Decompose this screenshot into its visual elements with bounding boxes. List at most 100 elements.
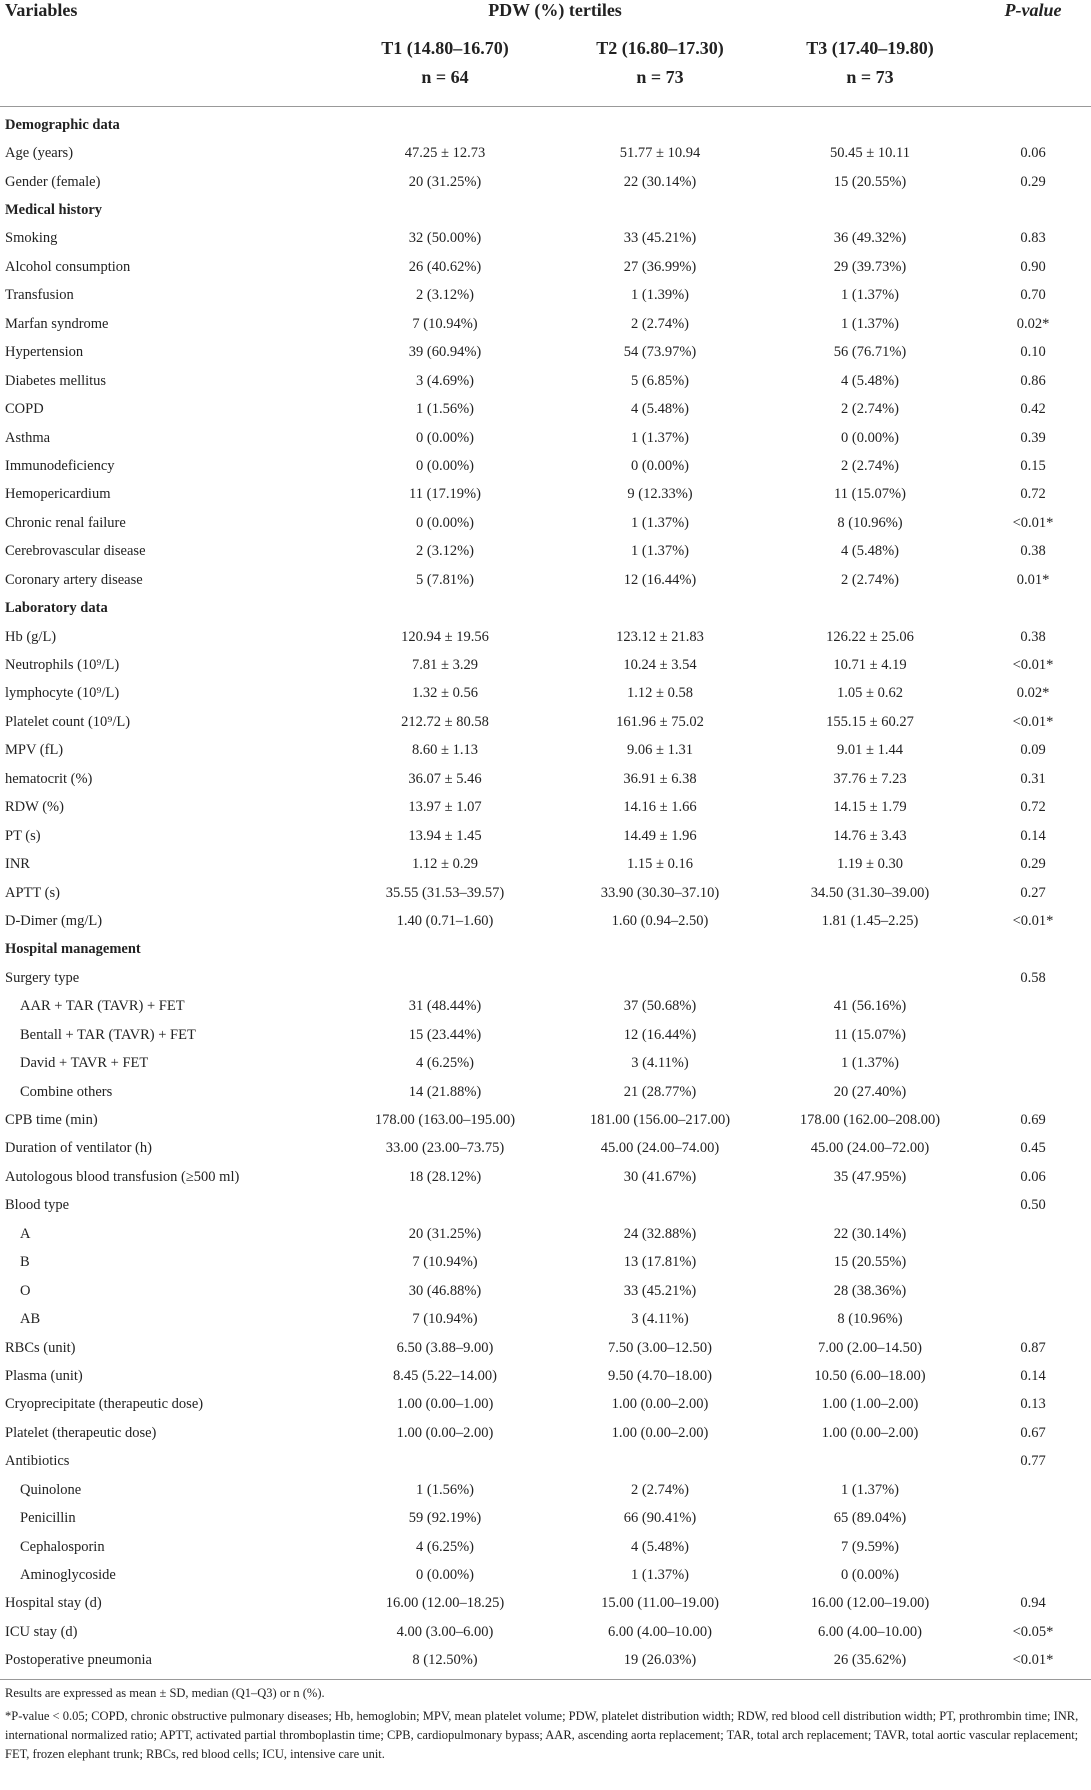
table-row: Antibiotics 0.77: [0, 1448, 1091, 1476]
cell: 8 (12.50%): [412, 1652, 478, 1669]
p-value: 0.14: [1020, 827, 1046, 844]
p-value: 0.14: [1020, 1367, 1046, 1384]
row-label: RBCs (unit): [5, 1339, 76, 1356]
row-label: Postoperative pneumonia: [5, 1652, 152, 1669]
table-row: Cerebrovascular disease 2 (3.12%) 1 (1.37%…: [0, 538, 1091, 566]
cell: 1.05 ± 0.62: [837, 685, 903, 702]
row-label: Coronary artery disease: [5, 571, 143, 588]
table-row: RDW (%) 13.97 ± 1.07 14.16 ± 1.66 14.15 ± 1…: [0, 794, 1091, 822]
cell: 7 (10.94%): [412, 315, 478, 332]
cell: 29 (39.73%): [833, 258, 907, 275]
row-label: David + TAVR + FET: [20, 1055, 149, 1072]
table-row: Penicillin 59 (92.19%) 66 (90.41%) 65 (89.0…: [0, 1504, 1091, 1532]
row-label: Platelet (therapeutic dose): [5, 1424, 157, 1441]
cell: 2 (2.74%): [631, 315, 689, 332]
table-row: COPD 1 (1.56%) 4 (5.48%) 2 (2.74%) 0.42: [0, 395, 1091, 423]
cell: 31 (48.44%): [408, 998, 482, 1015]
cell: 1 (1.37%): [631, 1567, 689, 1584]
row-label: Duration of ventilator (h): [5, 1140, 152, 1157]
cell: 120.94 ± 19.56: [401, 628, 489, 645]
cell: 33 (45.21%): [623, 1282, 697, 1299]
cell: 9 (12.33%): [627, 486, 693, 503]
table-row: D-Dimer (mg/L) 1.40 (0.71–1.60) 1.60 (0.94…: [0, 907, 1091, 935]
cell: 4 (5.48%): [631, 401, 689, 418]
cell: 14.49 ± 1.96: [623, 827, 697, 844]
table-row: Blood type 0.50: [0, 1192, 1091, 1220]
cell: 33 (45.21%): [623, 230, 697, 247]
cell: 126.22 ± 25.06: [826, 628, 914, 645]
table-row: Hemopericardium 11 (17.19%) 9 (12.33%) 11 (…: [0, 481, 1091, 509]
p-value: 0.42: [1020, 401, 1046, 418]
cell: 19 (26.03%): [623, 1652, 697, 1669]
p-value: 0.86: [1020, 372, 1046, 389]
p-value: 0.06: [1020, 1168, 1046, 1185]
table-row: Diabetes mellitus 3 (4.69%) 5 (6.85%) 4 (5.…: [0, 367, 1091, 395]
row-label: Asthma: [5, 429, 51, 446]
cell: 1.00 (0.00–1.00): [396, 1396, 494, 1413]
row-label: Transfusion: [5, 287, 74, 304]
table-row: Coronary artery disease 5 (7.81%) 12 (16.4…: [0, 566, 1091, 594]
table-row: Cephalosporin 4 (6.25%) 4 (5.48%) 7 (9.59%): [0, 1533, 1091, 1561]
cell: 161.96 ± 75.02: [616, 713, 704, 730]
cell: 1.12 ± 0.29: [412, 856, 478, 873]
table-row: RBCs (unit) 6.50 (3.88–9.00) 7.50 (3.00–12…: [0, 1334, 1091, 1362]
cell: 28 (38.36%): [833, 1282, 907, 1299]
cell: 0 (0.00%): [416, 457, 474, 474]
row-label: Alcohol consumption: [5, 258, 131, 275]
cell: 1.00 (0.00–2.00): [396, 1424, 494, 1441]
cell: 8.45 (5.22–14.00): [393, 1367, 497, 1384]
p-value: 0.27: [1020, 884, 1046, 901]
cell: 2 (2.74%): [841, 571, 899, 588]
cell: 7.81 ± 3.29: [412, 657, 478, 674]
column-n: n = 73: [636, 67, 684, 87]
cell: 1.00 (0.00–2.00): [611, 1396, 709, 1413]
table-row: Postoperative pneumonia 8 (12.50%) 19 (26.…: [0, 1647, 1091, 1675]
cell: 59 (92.19%): [408, 1510, 482, 1527]
row-label: Antibiotics: [5, 1453, 70, 1470]
cell: 36.91 ± 6.38: [623, 770, 697, 787]
table-row: lymphocyte (10⁹/L) 1.32 ± 0.56 1.12 ± 0.58…: [0, 680, 1091, 708]
cell: 8.60 ± 1.13: [412, 742, 478, 759]
cell: 18 (28.12%): [408, 1168, 482, 1185]
cell: 8 (10.96%): [837, 514, 903, 531]
table-row: Quinolone 1 (1.56%) 2 (2.74%) 1 (1.37%): [0, 1476, 1091, 1504]
p-value: <0.01*: [1012, 657, 1054, 674]
cell: 7.50 (3.00–12.50): [608, 1339, 712, 1356]
table-row: Smoking 32 (50.00%) 33 (45.21%) 36 (49.32%)…: [0, 225, 1091, 253]
cell: 45.00 (24.00–74.00): [600, 1140, 720, 1157]
pvalue-header: P-value: [1004, 0, 1062, 20]
cell: 1 (1.37%): [631, 429, 689, 446]
cell: 54 (73.97%): [623, 344, 697, 361]
cell: 15.00 (11.00–19.00): [601, 1595, 719, 1612]
cell: 4 (5.48%): [841, 372, 899, 389]
table-row: Neutrophils (10⁹/L) 7.81 ± 3.29 10.24 ± 3.…: [0, 651, 1091, 679]
cell: 11 (17.19%): [409, 486, 481, 503]
row-label: PT (s): [5, 827, 41, 844]
cell: 1.19 ± 0.30: [837, 856, 903, 873]
table-row: CPB time (min) 178.00 (163.00–195.00) 181.…: [0, 1106, 1091, 1134]
cell: 11 (15.07%): [834, 486, 906, 503]
cell: 1.60 (0.94–2.50): [611, 912, 709, 929]
row-label: Plasma (unit): [5, 1367, 83, 1384]
table-row: Gender (female) 20 (31.25%) 22 (30.14%) 15 …: [0, 168, 1091, 196]
cell: 155.15 ± 60.27: [826, 713, 914, 730]
section-label: Demographic data: [5, 116, 120, 133]
table-row: Plasma (unit) 8.45 (5.22–14.00) 9.50 (4.70…: [0, 1362, 1091, 1390]
table-header: Variables PDW (%) tertiles P-value T1 (1…: [0, 0, 1091, 107]
p-value: 0.72: [1020, 486, 1046, 503]
cell: 1.12 ± 0.58: [627, 685, 693, 702]
cell: 4 (6.25%): [416, 1538, 474, 1555]
cell: 0 (0.00%): [416, 514, 474, 531]
cell: 20 (31.25%): [408, 1225, 482, 1242]
p-value: 0.31: [1020, 770, 1046, 787]
cell: 37.76 ± 7.23: [833, 770, 907, 787]
p-value: 0.94: [1020, 1595, 1046, 1612]
cell: 33.90 (30.30–37.10): [600, 884, 720, 901]
p-value: 0.06: [1020, 145, 1046, 162]
cell: 26 (40.62%): [408, 258, 482, 275]
table-row: MPV (fL) 8.60 ± 1.13 9.06 ± 1.31 9.01 ± 1.4…: [0, 737, 1091, 765]
row-label: Diabetes mellitus: [5, 372, 107, 389]
p-value: 0.67: [1020, 1424, 1046, 1441]
cell: 14.16 ± 1.66: [623, 799, 697, 816]
cell: 35.55 (31.53–39.57): [385, 884, 505, 901]
